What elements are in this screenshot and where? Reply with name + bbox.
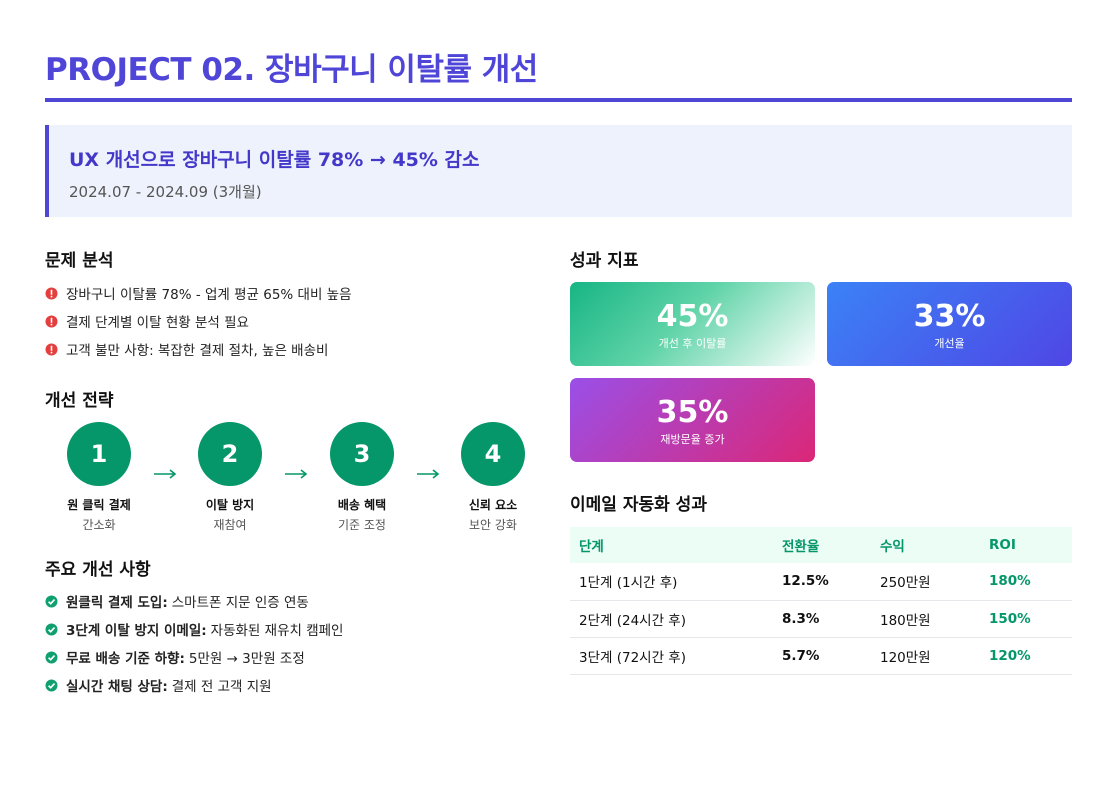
improvement-label: 원클릭 결제 도입: [66, 595, 168, 611]
step-label: 배송 혜택 [337, 498, 387, 512]
step-sub: 기준 조정 [338, 518, 386, 532]
improvement-text: 결제 전 고객 지원 [171, 679, 272, 695]
metric-label: 재방문율 증가 [660, 433, 725, 446]
arrow [153, 469, 176, 479]
section-title: 개선 전략 [45, 391, 114, 411]
metric-value: 35% [656, 395, 729, 430]
metric-label: 개선율 [934, 337, 965, 350]
step-sub: 보안 강화 [469, 518, 517, 532]
arrow [285, 469, 308, 479]
summary-box: UX 개선으로 장바구니 이탈률 78% → 45% 감소 2024.07 - … [45, 125, 1072, 217]
metric-card: 33% 개선율 [827, 282, 1072, 366]
table-cell: 150% [980, 600, 1072, 638]
step-number: 3 [330, 422, 394, 486]
step-number: 4 [461, 422, 525, 486]
improvement-label: 3단계 이탈 방지 이메일: [66, 623, 207, 639]
table-cell: 2단계 (24시간 후) [570, 600, 773, 638]
improvement-label: 무료 배송 기준 하향: [66, 651, 185, 667]
arrow [416, 469, 439, 479]
metric-value: 45% [656, 299, 729, 334]
improvement-item: 무료 배송 기준 하향: 5만원 → 3만원 조정 [45, 643, 343, 671]
period: 2024.07 - 2024.09 (3개월) [69, 183, 262, 201]
column-header: 단계 [570, 527, 773, 563]
title-rule [45, 98, 1072, 102]
table-cell: 180만원 [871, 600, 980, 638]
improvement-text: 자동화된 재유치 캠페인 [210, 623, 344, 639]
problem-item: 장바구니 이탈률 78% - 업계 평균 65% 대비 높음 [45, 279, 352, 307]
alert-icon [45, 315, 58, 327]
column-header: ROI [980, 527, 1072, 563]
alert-icon [45, 287, 58, 299]
improvement-text: 스마트폰 지문 인증 연동 [171, 595, 309, 611]
metric-label: 개선 후 이탈률 [658, 337, 727, 350]
table-row: 3단계 (72시간 후) 5.7% 120만원 120% [570, 637, 1072, 675]
step-label: 이탈 방지 [205, 498, 255, 512]
section-title: 이메일 자동화 성과 [570, 495, 707, 515]
metric-value: 33% [913, 299, 986, 334]
column-header: 수익 [871, 527, 980, 563]
improvement-label: 실시간 채팅 상담: [66, 679, 168, 695]
problem-item: 고객 불만 사항: 복잡한 결제 절차, 높은 배송비 [45, 335, 352, 363]
check-icon [45, 651, 58, 663]
table-cell: 3단계 (72시간 후) [570, 637, 773, 675]
check-icon [45, 623, 58, 635]
improvement-item: 실시간 채팅 상담: 결제 전 고객 지원 [45, 671, 343, 699]
table-row: 2단계 (24시간 후) 8.3% 180만원 150% [570, 600, 1072, 638]
metric-card: 35% 재방문율 증가 [570, 378, 815, 462]
step-number: 1 [67, 422, 131, 486]
email-table: 단계 전환율 수익 ROI 1단계 (1시간 후) 12.5% 250만원 180% 2단계 (… [570, 527, 1072, 675]
problem-text: 장바구니 이탈률 78% - 업계 평균 65% 대비 높음 [66, 287, 352, 303]
table-cell: 1단계 (1시간 후) [570, 563, 773, 601]
section-title: 성과 지표 [570, 251, 639, 271]
problem-item: 결제 단계별 이탈 현황 분석 필요 [45, 307, 352, 335]
improvement-item: 3단계 이탈 방지 이메일: 자동화된 재유치 캠페인 [45, 615, 343, 643]
improvement-text: 5만원 → 3만원 조정 [188, 651, 305, 667]
table-cell: 12.5% [773, 563, 871, 601]
title: PROJECT 02. 장바구니 이탈률 개선 [45, 52, 538, 88]
section-title: 주요 개선 사항 [45, 560, 151, 580]
step-sub: 간소화 [82, 518, 116, 532]
step-sub: 재참여 [213, 518, 247, 532]
step-label: 신뢰 요소 [468, 498, 518, 512]
table-cell: 5.7% [773, 637, 871, 675]
table-cell: 120% [980, 637, 1072, 675]
alert-icon [45, 343, 58, 355]
problem-text: 고객 불만 사항: 복잡한 결제 절차, 높은 배송비 [66, 343, 329, 359]
improvement-list: 원클릭 결제 도입: 스마트폰 지문 인증 연동 3단계 이탈 방지 이메일: 자동화… [45, 587, 343, 699]
table-cell: 120만원 [871, 637, 980, 675]
improvement-item: 원클릭 결제 도입: 스마트폰 지문 인증 연동 [45, 587, 343, 615]
header-row: 단계 전환율 수익 ROI [570, 527, 1072, 563]
step-number: 2 [198, 422, 262, 486]
table-cell: 250만원 [871, 563, 980, 601]
headline: UX 개선으로 장바구니 이탈률 78% → 45% 감소 [69, 149, 480, 171]
check-icon [45, 595, 58, 607]
table-row: 1단계 (1시간 후) 12.5% 250만원 180% [570, 563, 1072, 601]
table-cell: 8.3% [773, 600, 871, 638]
section-title: 문제 분석 [45, 251, 114, 271]
table-body: 1단계 (1시간 후) 12.5% 250만원 180% 2단계 (24시간 후) 8.3… [570, 563, 1072, 675]
step-label: 원 클릭 결제 [67, 498, 131, 512]
column-header: 전환율 [773, 527, 871, 563]
check-icon [45, 679, 58, 691]
table-cell: 180% [980, 563, 1072, 601]
problem-text: 결제 단계별 이탈 현황 분석 필요 [66, 315, 249, 331]
metric-card: 45% 개선 후 이탈률 [570, 282, 815, 366]
